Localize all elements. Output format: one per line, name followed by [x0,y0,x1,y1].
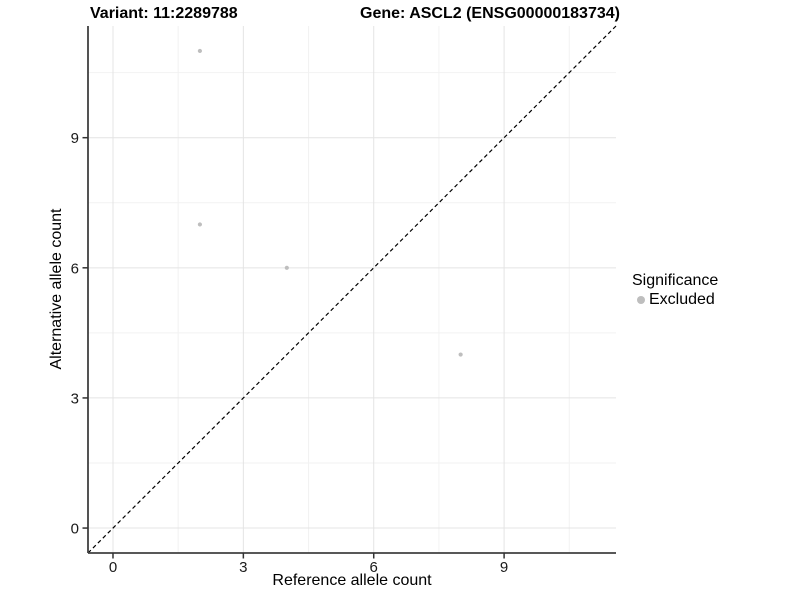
legend-title: Significance [632,272,719,289]
x-tick-label: 3 [239,559,247,576]
data-point [197,222,203,227]
x-axis-title: Reference allele count [272,572,432,589]
data-point [284,265,289,270]
x-tick-label: 6 [370,559,378,576]
plot-title-gene: Gene: ASCL2 (ENSG00000183734) [360,5,620,22]
y-tick-label: 0 [71,521,79,538]
y-tick-label: 3 [71,390,79,407]
y-axis-title: Alternative allele count [48,208,65,370]
identity-dashed-line [87,25,617,554]
legend: Significance Excluded [632,272,718,309]
legend-item-label: Excluded [649,291,715,308]
x-tick-label: 9 [500,559,508,576]
plot-title-variant: Variant: 11:2289788 [90,5,238,22]
x-tick-label: 0 [109,559,117,576]
legend-item-excluded: Excluded [632,291,718,309]
data-point [197,48,203,54]
data-point [458,352,463,357]
legend-point-icon [637,296,645,304]
y-tick-label: 9 [71,130,79,147]
y-tick-label: 6 [71,260,79,277]
